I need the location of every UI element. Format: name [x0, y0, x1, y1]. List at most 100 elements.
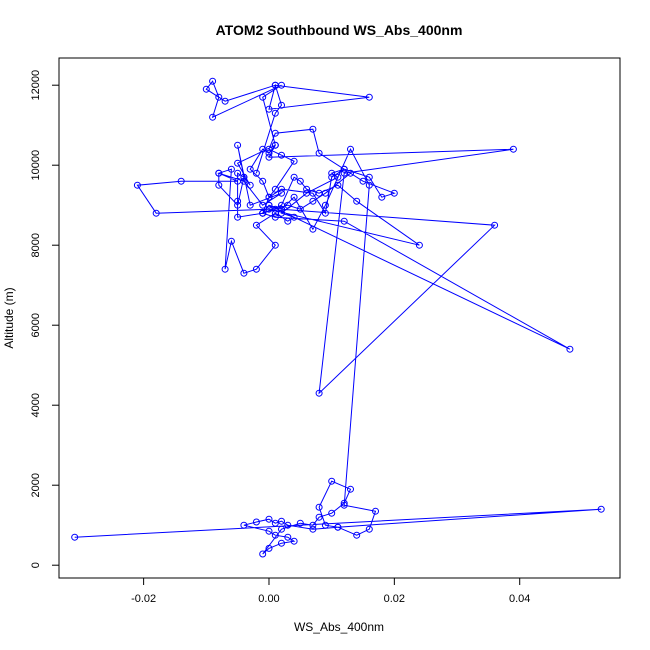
data-point [265, 527, 273, 535]
data-point [378, 193, 386, 201]
data-point [271, 129, 279, 137]
data-point [271, 81, 279, 89]
data-point [365, 93, 373, 101]
data-point [265, 515, 273, 523]
data-point [278, 189, 285, 197]
data-point [240, 521, 248, 529]
data-point [246, 165, 254, 173]
data-point [284, 201, 292, 209]
data-point [234, 197, 242, 205]
x-axis-label: WS_Abs_400nm [294, 620, 384, 634]
x-tick-label: 0.00 [258, 593, 279, 605]
data-point [265, 153, 273, 161]
data-point [309, 525, 317, 533]
data-point [271, 531, 279, 539]
data-point [347, 485, 354, 493]
data-point [265, 145, 273, 153]
data-point [353, 197, 361, 205]
data-point [303, 185, 311, 193]
data-point [215, 169, 223, 177]
data-point [415, 241, 423, 249]
data-point [227, 237, 235, 245]
data-point [71, 533, 79, 541]
y-tick-label: 12000 [30, 70, 42, 101]
data-point [340, 217, 348, 225]
data-point [252, 221, 260, 229]
data-point [234, 169, 242, 177]
data-point [278, 525, 285, 533]
data-point [365, 525, 373, 533]
data-point [340, 169, 348, 177]
data-point [240, 173, 248, 181]
data-point [309, 197, 317, 205]
data-point [340, 499, 348, 507]
data-point [215, 181, 223, 189]
data-point [234, 141, 242, 149]
data-point [296, 519, 304, 527]
data-point [309, 521, 317, 529]
data-point [309, 189, 317, 197]
data-point [259, 209, 267, 217]
data-point [290, 157, 298, 165]
data-point [221, 97, 229, 105]
data-point [278, 205, 285, 213]
data-point [278, 185, 285, 193]
data-point [284, 533, 292, 541]
data-point [259, 177, 267, 185]
data-point [315, 503, 323, 511]
data-point [252, 518, 260, 526]
data-point [296, 205, 304, 213]
data-point [321, 521, 329, 529]
data-point [284, 521, 292, 529]
data-point [133, 181, 141, 189]
x-tick-label: 0.04 [509, 593, 530, 605]
data-point [315, 513, 323, 521]
data-point [365, 173, 373, 181]
data-point [328, 509, 336, 517]
data-point [328, 477, 336, 485]
data-point [259, 550, 267, 558]
data-point [359, 177, 367, 185]
series-group [71, 77, 605, 558]
data-point [290, 173, 298, 181]
data-point [271, 109, 279, 117]
data-point [227, 165, 235, 173]
x-axis: -0.02 0.00 0.02 0.04 [131, 578, 530, 605]
data-point [290, 537, 298, 545]
data-point [265, 105, 273, 113]
y-tick-label: 6000 [30, 313, 42, 337]
data-point [597, 505, 605, 513]
y-tick-label: 10000 [30, 150, 42, 181]
data-point [290, 213, 298, 221]
y-tick-label: 0 [30, 562, 42, 568]
data-point [278, 101, 285, 109]
data-point [390, 189, 398, 197]
data-point [265, 544, 273, 552]
data-point [177, 177, 185, 185]
x-tick-label: -0.02 [131, 593, 156, 605]
data-point [234, 159, 242, 167]
data-point [278, 539, 285, 547]
data-point [278, 151, 285, 159]
data-point [309, 225, 317, 233]
y-tick-label: 2000 [30, 473, 42, 497]
data-point [315, 149, 323, 157]
data-point [252, 265, 260, 273]
data-point [284, 217, 292, 225]
data-point [234, 177, 242, 185]
data-point [334, 523, 342, 531]
data-point [259, 93, 267, 101]
data-point [315, 389, 323, 397]
data-point [265, 201, 273, 209]
data-point [491, 221, 499, 229]
data-point [340, 501, 348, 509]
data-point [152, 209, 160, 217]
data-point [340, 165, 348, 173]
data-point [252, 169, 260, 177]
data-point [246, 201, 254, 209]
data-point [209, 77, 217, 85]
data-point [321, 209, 329, 217]
data-point [290, 193, 298, 201]
